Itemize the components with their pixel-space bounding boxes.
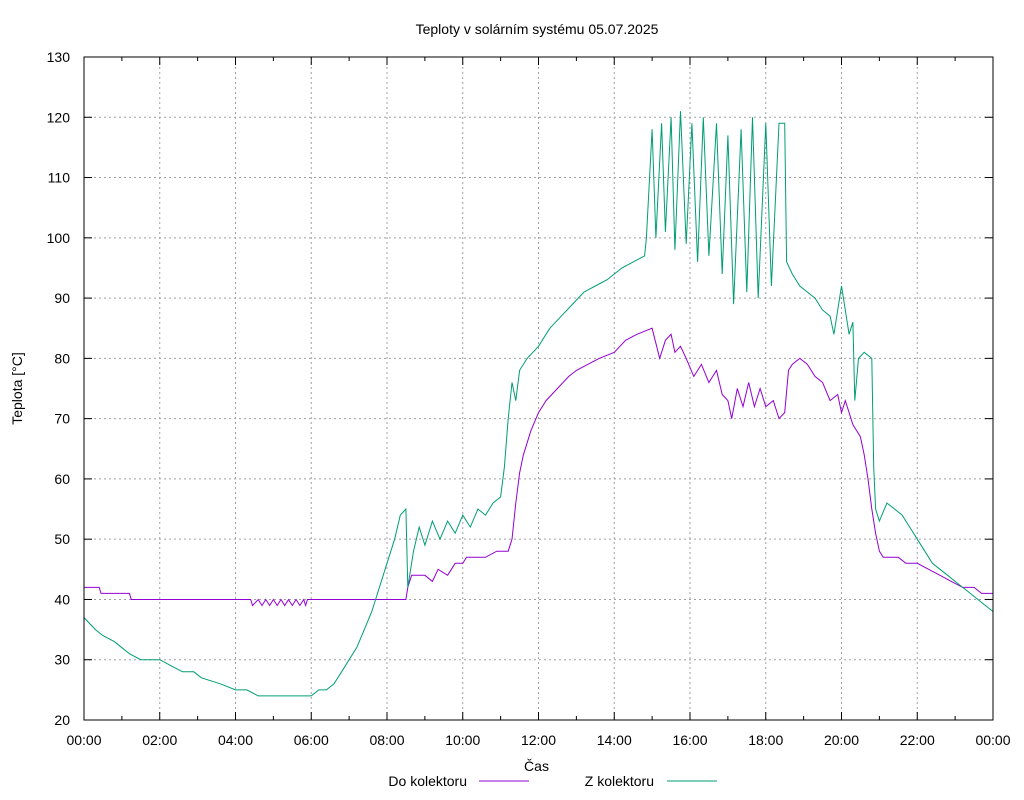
legend: Do kolektoru Z kolektoru <box>388 773 717 789</box>
x-tick-label: 04:00 <box>218 732 253 748</box>
series-layer <box>83 111 994 697</box>
y-tick-label: 30 <box>54 652 70 668</box>
x-tick-label: 10:00 <box>445 732 480 748</box>
x-tick-label: 20:00 <box>824 732 859 748</box>
legend-label: Do kolektoru <box>388 773 467 789</box>
x-tick-label: 06:00 <box>294 732 329 748</box>
y-tick-label: 20 <box>54 712 70 728</box>
y-tick-label: 90 <box>54 290 70 306</box>
y-axis-label: Teplota [°C] <box>9 352 25 425</box>
x-tick-label: 22:00 <box>900 732 935 748</box>
x-tick-label: 12:00 <box>521 732 556 748</box>
y-tick-label: 50 <box>54 531 70 547</box>
x-tick-label: 08:00 <box>369 732 404 748</box>
plot-frame <box>83 56 994 721</box>
y-tick-label: 40 <box>54 591 70 607</box>
x-tick-label: 14:00 <box>597 732 632 748</box>
series-line-do-kolektoru <box>84 327 993 608</box>
x-tick-label: 18:00 <box>748 732 783 748</box>
grid-lines <box>84 57 993 720</box>
x-tick-label: 02:00 <box>142 732 177 748</box>
y-tick-label: 80 <box>54 350 70 366</box>
chart-title: Teploty v solárním systému 05.07.2025 <box>416 21 659 37</box>
y-tick-label: 130 <box>47 49 71 65</box>
x-tick-label: 00:00 <box>975 732 1010 748</box>
x-tick-label: 16:00 <box>672 732 707 748</box>
x-tick-label: 00:00 <box>66 732 101 748</box>
y-tick-label: 120 <box>47 109 71 125</box>
y-tick-label: 110 <box>48 170 71 186</box>
axis-ticks: 20 30 40 50 60 70 80 90 100 110 120 130 00:00 02:00 04… <box>47 49 1011 748</box>
legend-label: Z kolektoru <box>585 773 654 789</box>
y-tick-label: 70 <box>54 411 70 427</box>
series-line-z-kolektoru <box>83 111 994 697</box>
y-tick-label: 100 <box>47 230 71 246</box>
x-axis-label: Čas <box>524 758 549 774</box>
y-tick-label: 60 <box>54 471 70 487</box>
